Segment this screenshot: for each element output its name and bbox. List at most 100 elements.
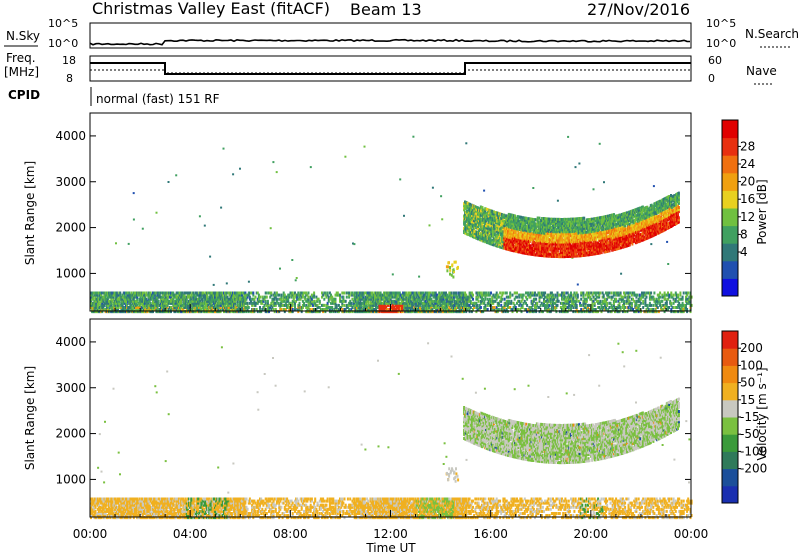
scatter-cell — [557, 200, 559, 202]
scatter-cell — [509, 292, 511, 295]
scatter-cell — [536, 302, 538, 305]
scatter-cell — [668, 306, 670, 309]
scatter-cell — [493, 210, 495, 213]
scatter-cell — [611, 292, 613, 295]
scatter-cell — [599, 292, 601, 295]
scatter-cell — [348, 292, 350, 295]
nsky-label: N.Sky — [6, 29, 40, 43]
scatter-cell — [642, 300, 644, 303]
freq-tick-high: 18 — [62, 54, 76, 67]
scatter-cell — [175, 174, 177, 176]
scatter-cell — [683, 292, 685, 295]
scatter-cell — [620, 273, 622, 275]
scatter-cell — [647, 304, 649, 307]
scatter-cell — [403, 215, 405, 217]
nave-tick-low: 0 — [708, 72, 715, 85]
scatter-cell — [199, 215, 201, 217]
scatter-cell — [606, 302, 608, 305]
scatter-cell — [339, 294, 341, 297]
scatter-cell — [336, 304, 338, 307]
scatter-cell — [412, 136, 414, 138]
scatter-cell — [220, 207, 222, 209]
scatter-cell — [313, 292, 315, 295]
scatter-cell — [364, 146, 366, 148]
scatter-cell — [657, 306, 659, 309]
scatter-cell — [526, 304, 528, 307]
scatter-cell — [279, 268, 281, 270]
scatter-cell — [213, 284, 215, 286]
noise-panel-frame — [90, 23, 691, 48]
scatter-cell — [344, 292, 346, 295]
scatter-cell — [133, 219, 135, 221]
scatter-cell — [324, 292, 326, 295]
scatter-cell — [266, 296, 268, 299]
scatter-cell — [472, 294, 474, 297]
scatter-cell — [637, 294, 639, 297]
scatter-cell — [267, 300, 269, 303]
scatter-cell — [270, 227, 272, 229]
scatter-cell — [570, 292, 572, 295]
freq-unit: [MHz] — [4, 65, 39, 79]
scatter-cell — [392, 273, 394, 275]
scatter-cell — [580, 304, 582, 307]
scatter-cell — [319, 300, 321, 303]
scatter-cell — [133, 192, 135, 194]
scatter-cell — [506, 292, 508, 295]
scatter-cell — [204, 225, 206, 227]
scatter-cell — [650, 243, 652, 245]
scatter-cell — [280, 294, 282, 297]
scatter-cell — [659, 292, 661, 295]
scatter-cell — [639, 294, 641, 297]
cpid-label: CPID — [8, 88, 40, 102]
scatter-cell — [631, 302, 633, 305]
scatter-cell — [502, 292, 504, 295]
scatter-cell — [552, 294, 554, 297]
scatter-cell — [620, 292, 622, 295]
scatter-cell — [478, 300, 480, 303]
scatter-cell — [650, 292, 652, 295]
scatter-cell — [523, 294, 525, 297]
scatter-cell — [249, 296, 251, 299]
nsky-tick-high: 10^5 — [48, 17, 78, 30]
scatter-cell — [446, 269, 448, 272]
scatter-cell — [259, 296, 261, 299]
scatter-cell — [291, 259, 293, 261]
scatter-cell — [594, 302, 596, 305]
scatter-cell — [653, 292, 655, 295]
scatter-cell — [168, 181, 170, 183]
scatter-cell — [449, 269, 451, 272]
scatter-cell — [239, 168, 241, 170]
scatter-cell — [557, 304, 559, 307]
scatter-cell — [679, 292, 681, 295]
scatter-cell — [490, 292, 492, 295]
scatter-cell — [650, 304, 652, 307]
scatter-cell — [248, 306, 250, 309]
scatter-cell — [501, 298, 503, 301]
scatter-cell — [484, 304, 486, 307]
scatter-cell — [667, 263, 669, 265]
scatter-cell — [480, 306, 482, 309]
scatter-cell — [588, 304, 590, 307]
noise-panel: N.Sky 10^5 10^0 10^5 10^0 N.Search — [4, 17, 799, 50]
scatter-cell — [252, 292, 254, 295]
freq-tick-low: 8 — [66, 72, 73, 85]
scatter-cell — [652, 304, 654, 307]
scatter-cell — [642, 306, 644, 309]
scatter-cell — [342, 296, 344, 299]
scatter-cell — [323, 298, 325, 301]
scatter-cell — [296, 277, 298, 279]
plot-title: Christmas Valley East (fitACF) — [92, 0, 330, 18]
scatter-cell — [457, 266, 459, 269]
scatter-cell — [447, 261, 449, 264]
scatter-cell — [687, 292, 689, 295]
scatter-cell — [276, 171, 278, 173]
scatter-cell — [498, 296, 500, 299]
scatter-cell — [483, 190, 485, 192]
scatter-cell — [331, 306, 333, 309]
scatter-cell — [308, 292, 310, 295]
scatter-cell — [270, 292, 272, 295]
scatter-cell — [446, 265, 448, 268]
scatter-cell — [608, 292, 610, 295]
scatter-cell — [603, 294, 605, 297]
scatter-cell — [682, 296, 684, 299]
